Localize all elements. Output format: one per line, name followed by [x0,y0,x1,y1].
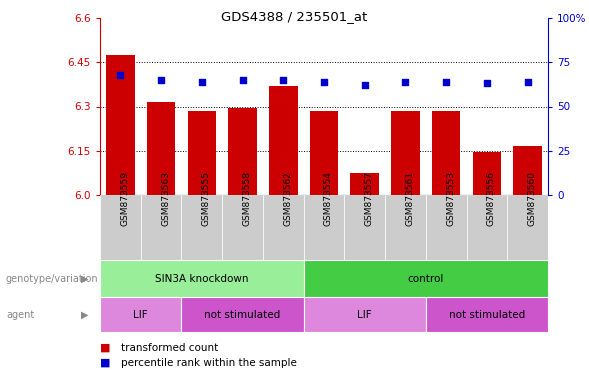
Bar [181,195,222,260]
Point [279,77,288,83]
Text: genotype/variation: genotype/variation [6,273,98,283]
Text: ■: ■ [100,343,111,353]
Bar [304,260,548,297]
Text: GSM873554: GSM873554 [324,171,333,226]
Text: transformed count: transformed count [121,343,218,353]
Text: GSM873556: GSM873556 [487,171,496,226]
Text: LIF: LIF [358,310,372,319]
Point [401,79,410,85]
Text: agent: agent [6,310,34,319]
Bar [350,173,379,195]
Bar [222,195,263,260]
Text: GSM873560: GSM873560 [528,171,537,226]
Text: GSM873555: GSM873555 [202,171,211,226]
Bar [304,297,426,332]
Point [442,79,451,85]
Bar [187,111,216,195]
Point [156,77,166,83]
Text: control: control [408,273,444,283]
Text: GDS4388 / 235501_at: GDS4388 / 235501_at [221,10,368,23]
Text: LIF: LIF [134,310,148,319]
Bar [385,195,426,260]
Bar [100,260,304,297]
Bar [426,297,548,332]
Point [319,79,329,85]
Text: ■: ■ [100,358,111,368]
Bar [507,195,548,260]
Bar [269,86,297,195]
Text: GSM873561: GSM873561 [405,171,415,226]
Text: GSM873557: GSM873557 [365,171,374,226]
Bar [310,111,338,195]
Bar [141,195,181,260]
Bar [514,146,542,195]
Bar [263,195,304,260]
Bar [432,111,461,195]
Text: ▶: ▶ [81,273,88,283]
Text: GSM873563: GSM873563 [161,171,170,226]
Bar [345,195,385,260]
Text: GSM873562: GSM873562 [283,171,292,226]
Bar [229,108,257,195]
Bar [100,297,181,332]
Text: SIN3A knockdown: SIN3A knockdown [155,273,249,283]
Bar [106,55,135,195]
Point [238,77,247,83]
Point [360,82,369,88]
Bar [147,102,176,195]
Bar [304,195,345,260]
Text: GSM873558: GSM873558 [243,171,252,226]
Bar [181,297,304,332]
Text: percentile rank within the sample: percentile rank within the sample [121,358,296,368]
Point [482,80,492,86]
Text: not stimulated: not stimulated [449,310,525,319]
Bar [472,152,501,195]
Point [197,79,207,85]
Text: ▶: ▶ [81,310,88,319]
Text: GSM873553: GSM873553 [446,171,455,226]
Point [523,79,532,85]
Bar [391,111,420,195]
Text: GSM873559: GSM873559 [120,171,130,226]
Bar [426,195,466,260]
Bar [466,195,507,260]
Bar [100,195,141,260]
Text: not stimulated: not stimulated [204,310,281,319]
Point [115,71,125,78]
